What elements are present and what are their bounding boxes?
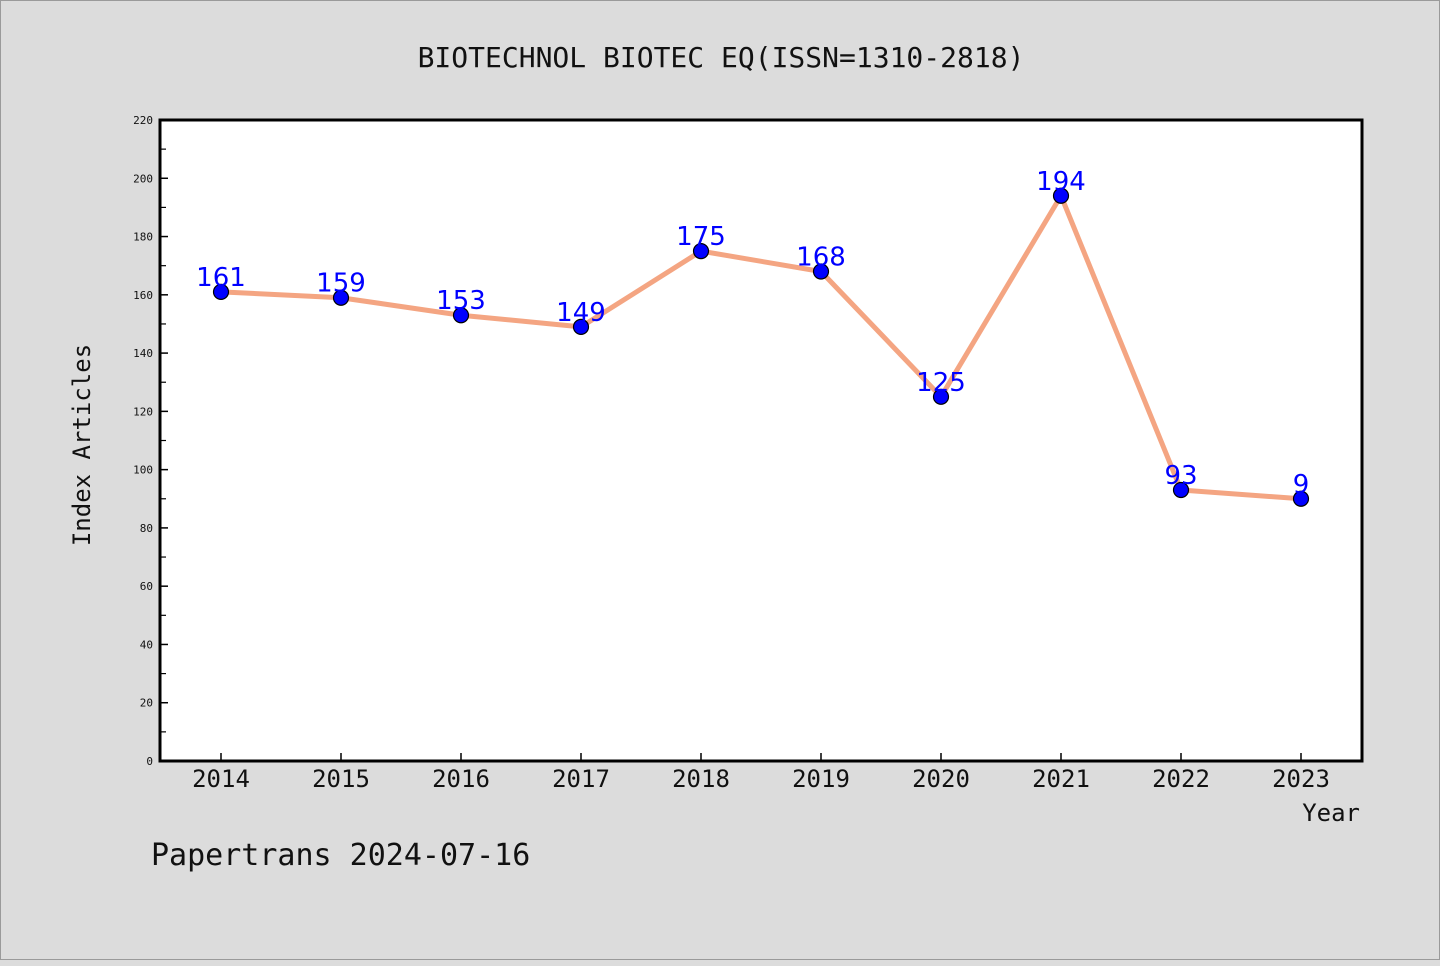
data-point [692,243,710,260]
y-tick-label: 40 [140,638,153,651]
y-tick-label: 100 [133,464,153,477]
x-tick-label: 2022 [1152,765,1210,793]
y-tick-label: 160 [133,289,153,302]
data-point [932,388,950,405]
data-point [812,263,830,280]
x-tick-label: 2016 [432,765,490,793]
x-tick-label: 2014 [192,765,250,793]
data-label: 194 [1036,167,1086,197]
data-label: 159 [316,269,366,299]
x-axis-title: Year [1302,799,1360,827]
x-tick-label: 2017 [552,765,610,793]
data-label: 168 [796,243,846,273]
x-tick-label: 2015 [312,765,370,793]
x-tick-label: 2020 [912,765,970,793]
footer-credit: Papertrans 2024-07-16 [151,838,530,873]
y-tick-label: 120 [133,405,153,418]
y-tick-label: 200 [133,172,153,185]
y-axis-title: Index Articles [68,344,96,546]
data-labels: 161 159 153 149 175 168 125 194 93 9 [196,167,1309,500]
data-point [1292,490,1310,507]
x-axis-ticks: 2014 2015 2016 2017 2018 2019 2020 2021 2022 2023 [192,753,1330,793]
x-tick-label: 2021 [1032,765,1090,793]
data-label: 153 [436,286,486,316]
data-label: 175 [676,222,726,252]
y-tick-label: 20 [140,697,153,710]
y-tick-label: 220 [133,114,153,127]
x-tick-label: 2018 [672,765,730,793]
series-line [220,193,1302,502]
plot-area [158,118,1364,763]
x-tick-label: 2023 [1272,765,1330,793]
y-tick-label: 60 [140,580,153,593]
y-axis-ticks: 0 20 40 60 80 100 120 140 160 180 200 220 [133,114,168,768]
data-point [332,289,350,306]
data-point [452,307,470,324]
y-tick-label: 80 [140,522,153,535]
data-point [1172,481,1190,499]
y-tick-label: 0 [146,755,153,768]
x-tick-label: 2019 [792,765,850,793]
data-label: 93 [1164,461,1197,491]
data-point [572,318,590,335]
data-label: 161 [196,263,246,293]
data-point [1052,187,1070,204]
data-label: 125 [916,368,966,398]
y-tick-label: 140 [133,347,153,360]
data-label: 149 [556,298,606,328]
data-points [212,187,1310,507]
data-point [212,283,230,301]
y-tick-label: 180 [133,231,153,244]
chart-title: BIOTECHNOL BIOTEC EQ(ISSN=1310-2818) [418,41,1025,74]
data-label: 9 [1293,470,1310,500]
